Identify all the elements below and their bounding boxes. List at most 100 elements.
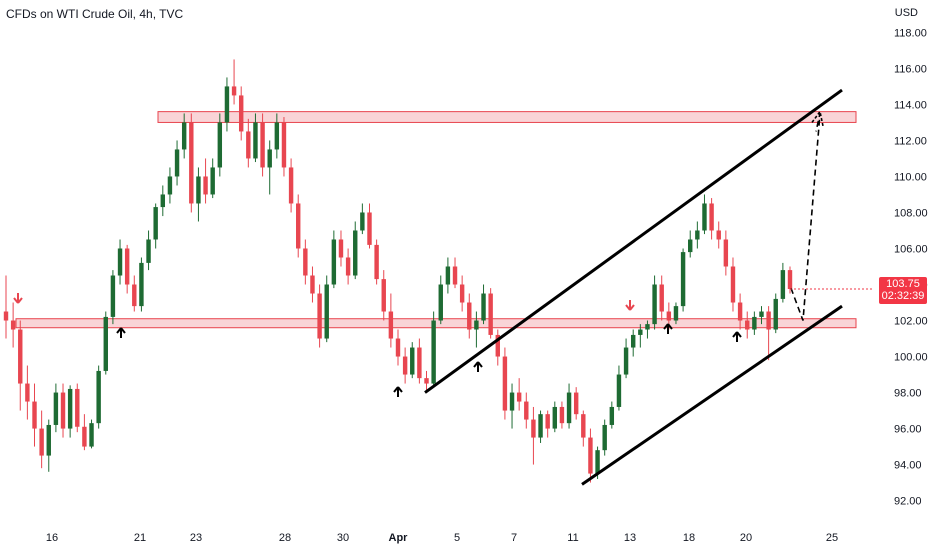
candle-body — [331, 239, 337, 285]
candle-body — [630, 334, 636, 348]
candle-body — [181, 122, 187, 150]
candle-body — [124, 248, 130, 285]
candle-body — [132, 284, 137, 307]
candle-body — [730, 266, 736, 303]
candle-body — [502, 356, 508, 411]
x-tick-label: Apr — [389, 532, 409, 544]
candle-body — [139, 262, 144, 307]
candle-body — [89, 423, 94, 447]
candle-body — [67, 388, 73, 429]
y-tick-label: 102.00 — [894, 316, 928, 328]
candle-body — [267, 149, 272, 168]
candle-body — [581, 414, 586, 438]
candle-body — [559, 406, 565, 424]
candle-body — [474, 320, 479, 330]
candle-body — [488, 293, 493, 335]
lower-channel-line — [581, 304, 843, 486]
up-arrow-icon — [732, 331, 742, 342]
y-tick-label: 116.00 — [894, 63, 927, 75]
down-arrow-icon — [13, 293, 23, 304]
candle-body — [381, 279, 386, 312]
candle-body — [745, 320, 750, 330]
candle-body — [388, 311, 394, 339]
x-tick-label: 11 — [567, 532, 578, 544]
resistance-zone — [15, 318, 857, 329]
candle-body — [238, 95, 244, 132]
candle-body — [659, 284, 664, 312]
candle-body — [716, 230, 721, 240]
candle-body — [345, 257, 351, 276]
candle-body — [75, 388, 80, 427]
candle-body — [438, 284, 443, 321]
candle-body — [288, 167, 294, 204]
candle-body — [296, 203, 301, 249]
candle-body — [338, 239, 344, 258]
candle-body — [459, 284, 465, 303]
candle-body — [709, 203, 714, 231]
candle-body — [467, 302, 472, 330]
candle-body — [673, 306, 679, 321]
y-tick-label: 108.00 — [894, 207, 928, 219]
chart-title: CFDs on WTI Crude Oil, 4h, TVC — [6, 7, 184, 21]
y-tick-label: 112.00 — [894, 135, 927, 147]
candle-body — [3, 311, 9, 321]
up-arrow-icon — [393, 386, 403, 397]
y-tick-label: 94.00 — [894, 460, 922, 472]
upper-channel-line — [424, 88, 843, 394]
candle-body — [588, 437, 593, 474]
candle-body — [737, 302, 743, 321]
candle-body — [103, 316, 108, 371]
candle-body — [616, 374, 622, 407]
candle-body — [110, 275, 116, 317]
candle-body — [602, 424, 607, 451]
candle-body — [431, 320, 436, 384]
y-tick-label: 114.00 — [894, 99, 927, 111]
x-tick-label: 18 — [683, 532, 695, 544]
y-tick-label: 110.00 — [894, 171, 927, 183]
candle-body — [402, 356, 408, 375]
candle-body — [317, 293, 322, 339]
candle-body — [324, 284, 329, 339]
current-price: 103.75 — [886, 278, 920, 290]
candle-body — [723, 239, 729, 267]
candle-body — [160, 194, 166, 208]
candle-body — [545, 414, 550, 429]
candle-body — [360, 212, 365, 231]
up-arrow-icon — [116, 327, 126, 338]
candle-body — [167, 176, 173, 195]
candle-body — [524, 401, 529, 420]
candle-body — [787, 270, 793, 290]
candle-body — [695, 230, 700, 240]
candle-body — [424, 378, 429, 384]
candle-body — [680, 252, 686, 307]
candle-body — [552, 406, 558, 429]
candle-body — [752, 316, 757, 330]
candle-body — [595, 450, 600, 474]
candle-body — [231, 86, 237, 96]
candle-body — [417, 347, 422, 379]
up-arrow-icon — [663, 323, 673, 334]
x-tick-label: 23 — [190, 532, 202, 544]
candle-body — [780, 270, 786, 299]
candle-body — [210, 167, 215, 195]
down-arrow-icon — [625, 300, 635, 311]
y-tick-label: 92.00 — [894, 496, 922, 508]
bar-countdown: 02:32:39 — [881, 290, 925, 302]
x-tick-label: 28 — [279, 532, 291, 544]
candle-body — [174, 149, 180, 177]
candle-body — [246, 131, 251, 159]
candle-body — [509, 392, 515, 411]
candle-body — [623, 347, 629, 375]
candle-body — [281, 122, 287, 168]
candle-body — [203, 176, 208, 195]
candle-body — [538, 414, 543, 438]
candle-body — [18, 329, 23, 384]
candle-body — [766, 311, 771, 330]
candle-body — [573, 392, 579, 415]
candle-body — [253, 122, 258, 159]
candle-body — [495, 334, 500, 357]
candle-body — [224, 86, 230, 123]
candle-body — [702, 203, 707, 231]
candle-body — [645, 324, 650, 330]
